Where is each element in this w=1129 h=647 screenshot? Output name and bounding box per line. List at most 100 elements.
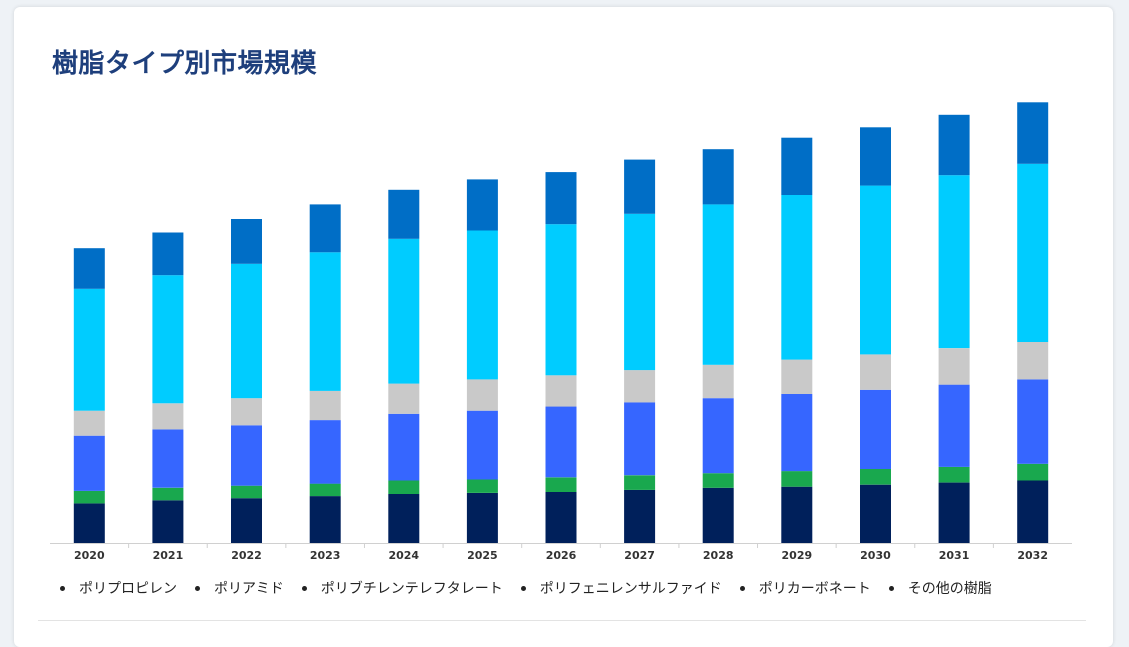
bar-segment-2024-series-2 bbox=[388, 413, 420, 481]
legend-bullet-icon bbox=[60, 585, 65, 591]
bar-segment-2023-series-5 bbox=[309, 204, 341, 253]
bar-segment-2029-series-4 bbox=[781, 195, 813, 360]
bar-segment-2024-series-3 bbox=[388, 383, 420, 414]
bar-segment-2020-series-0 bbox=[73, 503, 105, 543]
bar-segment-2022-series-4 bbox=[231, 263, 262, 399]
bar-segment-2023-series-0 bbox=[309, 496, 341, 543]
bar-segment-2025-series-5 bbox=[466, 179, 498, 231]
x-tick-label: 2030 bbox=[860, 549, 891, 562]
bar-segment-2027-series-2 bbox=[624, 402, 656, 476]
legend-bullet-icon bbox=[195, 585, 200, 591]
bar-segment-2028-series-1 bbox=[702, 473, 734, 488]
bar-segment-2025-series-3 bbox=[466, 379, 498, 411]
bar-segment-2023-series-4 bbox=[309, 252, 341, 391]
bar-segment-2030-series-2 bbox=[860, 389, 891, 469]
bar-segment-2022-series-5 bbox=[231, 219, 262, 264]
footer-divider bbox=[38, 620, 1086, 621]
bar-segment-2026-series-2 bbox=[545, 406, 577, 478]
bar-segment-2030-series-1 bbox=[860, 469, 891, 485]
bar-segment-2022-series-1 bbox=[231, 485, 262, 499]
bar-segment-2028-series-0 bbox=[702, 487, 734, 543]
x-tick-label: 2026 bbox=[546, 549, 577, 562]
bar-segment-2031-series-2 bbox=[938, 384, 970, 467]
bar-segment-2027-series-5 bbox=[624, 159, 656, 214]
bar-segment-2023-series-3 bbox=[309, 390, 341, 421]
legend-label: その他の樹脂 bbox=[907, 581, 992, 597]
legend-label: ポリフェニレンサルファイド bbox=[539, 581, 722, 597]
legend-bullet-icon bbox=[888, 585, 894, 591]
bar-segment-2026-series-5 bbox=[545, 172, 577, 225]
bar-segment-2027-series-0 bbox=[624, 489, 656, 543]
x-tick-label: 2029 bbox=[782, 549, 813, 562]
bar-segment-2029-series-5 bbox=[781, 137, 813, 195]
bar-segment-2020-series-1 bbox=[73, 490, 105, 504]
bar-segment-2030-series-4 bbox=[860, 185, 891, 355]
bar-segment-2029-series-1 bbox=[781, 471, 813, 487]
stacked-bar-chart: 2020 2021 2022 2023 2024 2025 2026 2027 2028 2029… bbox=[50, 102, 1072, 562]
legend-item-other-resins: その他の樹脂 bbox=[888, 578, 992, 598]
x-tick-label: 2028 bbox=[703, 549, 734, 562]
bar-segment-2032-series-5 bbox=[1017, 102, 1049, 164]
bar-segment-2030-series-5 bbox=[860, 127, 891, 186]
bar-segment-2032-series-1 bbox=[1017, 463, 1049, 481]
legend-item-pps: ポリフェニレンサルファイド bbox=[520, 578, 722, 598]
bar-segment-2025-series-1 bbox=[466, 479, 498, 493]
bar-segment-2024-series-1 bbox=[388, 480, 420, 494]
legend-bullet-icon bbox=[520, 585, 526, 591]
page-title: 樹脂タイプ別市場規模 bbox=[52, 49, 318, 79]
bar-segment-2029-series-3 bbox=[781, 359, 813, 394]
legend-item-pbt: ポリブチレンテレフタレート bbox=[301, 578, 503, 598]
bar-segment-2028-series-4 bbox=[702, 204, 734, 365]
bar-segment-2025-series-4 bbox=[466, 230, 498, 380]
bar-segment-2024-series-4 bbox=[388, 238, 420, 384]
bar-segment-2021-series-4 bbox=[152, 275, 184, 404]
bar-segment-2021-series-3 bbox=[152, 403, 184, 430]
bar-segment-2022-series-2 bbox=[231, 425, 262, 486]
bar-segment-2021-series-1 bbox=[152, 487, 184, 501]
bar-segment-2023-series-1 bbox=[309, 483, 341, 497]
legend-item-polyamide: ポリアミド bbox=[195, 578, 284, 598]
bar-segment-2027-series-3 bbox=[624, 370, 656, 403]
bar-segment-2032-series-0 bbox=[1017, 480, 1049, 543]
x-tick-label: 2032 bbox=[1017, 549, 1048, 562]
bar-segment-2031-series-1 bbox=[938, 466, 970, 483]
legend-label: ポリカーボネート bbox=[758, 581, 871, 597]
x-tick-label: 2027 bbox=[624, 549, 655, 562]
bar-segment-2032-series-2 bbox=[1017, 379, 1049, 464]
bar-segment-2032-series-3 bbox=[1017, 341, 1049, 380]
bar-segment-2031-series-5 bbox=[938, 114, 970, 176]
bar-segment-2032-series-4 bbox=[1017, 163, 1049, 342]
chart-legend: ポリプロピレン ポリアミド ポリブチレンテレフタレート ポリフェニレンサルファイ… bbox=[60, 578, 1010, 598]
bar-segment-2021-series-2 bbox=[152, 429, 184, 488]
legend-label: ポリプロピレン bbox=[79, 581, 177, 597]
bar-segment-2030-series-0 bbox=[860, 484, 891, 543]
x-tick-label: 2020 bbox=[74, 549, 105, 562]
bar-segment-2021-series-5 bbox=[152, 232, 184, 276]
legend-bullet-icon bbox=[739, 585, 745, 591]
bar-segment-2025-series-2 bbox=[466, 410, 498, 480]
bar-segment-2020-series-2 bbox=[73, 435, 105, 491]
bar-segment-2026-series-4 bbox=[545, 224, 577, 376]
legend-bullet-icon bbox=[301, 585, 307, 591]
bar-segment-2027-series-1 bbox=[624, 475, 656, 490]
bar-segment-2021-series-0 bbox=[152, 500, 184, 543]
bar-segment-2025-series-0 bbox=[466, 493, 498, 543]
x-tick-label: 2021 bbox=[153, 549, 184, 562]
bar-segment-2031-series-4 bbox=[938, 175, 970, 349]
bar-segment-2030-series-3 bbox=[860, 354, 891, 390]
bar-segment-2026-series-0 bbox=[545, 491, 577, 543]
bar-segment-2022-series-3 bbox=[231, 398, 262, 426]
bar-segment-2028-series-3 bbox=[702, 364, 734, 399]
legend-label: ポリアミド bbox=[214, 581, 284, 597]
bar-segment-2031-series-3 bbox=[938, 348, 970, 385]
bar-segment-2022-series-0 bbox=[231, 498, 262, 543]
bar-segment-2028-series-2 bbox=[702, 398, 734, 474]
bar-segment-2024-series-0 bbox=[388, 494, 420, 543]
bar-segment-2020-series-3 bbox=[73, 410, 105, 436]
legend-item-polycarbonate: ポリカーボネート bbox=[739, 578, 871, 598]
x-tick-label: 2024 bbox=[388, 549, 419, 562]
legend-item-polypropylene: ポリプロピレン bbox=[60, 578, 177, 598]
bar-segment-2026-series-3 bbox=[545, 375, 577, 407]
legend-label: ポリブチレンテレフタレート bbox=[320, 581, 503, 597]
bar-segment-2029-series-0 bbox=[781, 486, 813, 543]
